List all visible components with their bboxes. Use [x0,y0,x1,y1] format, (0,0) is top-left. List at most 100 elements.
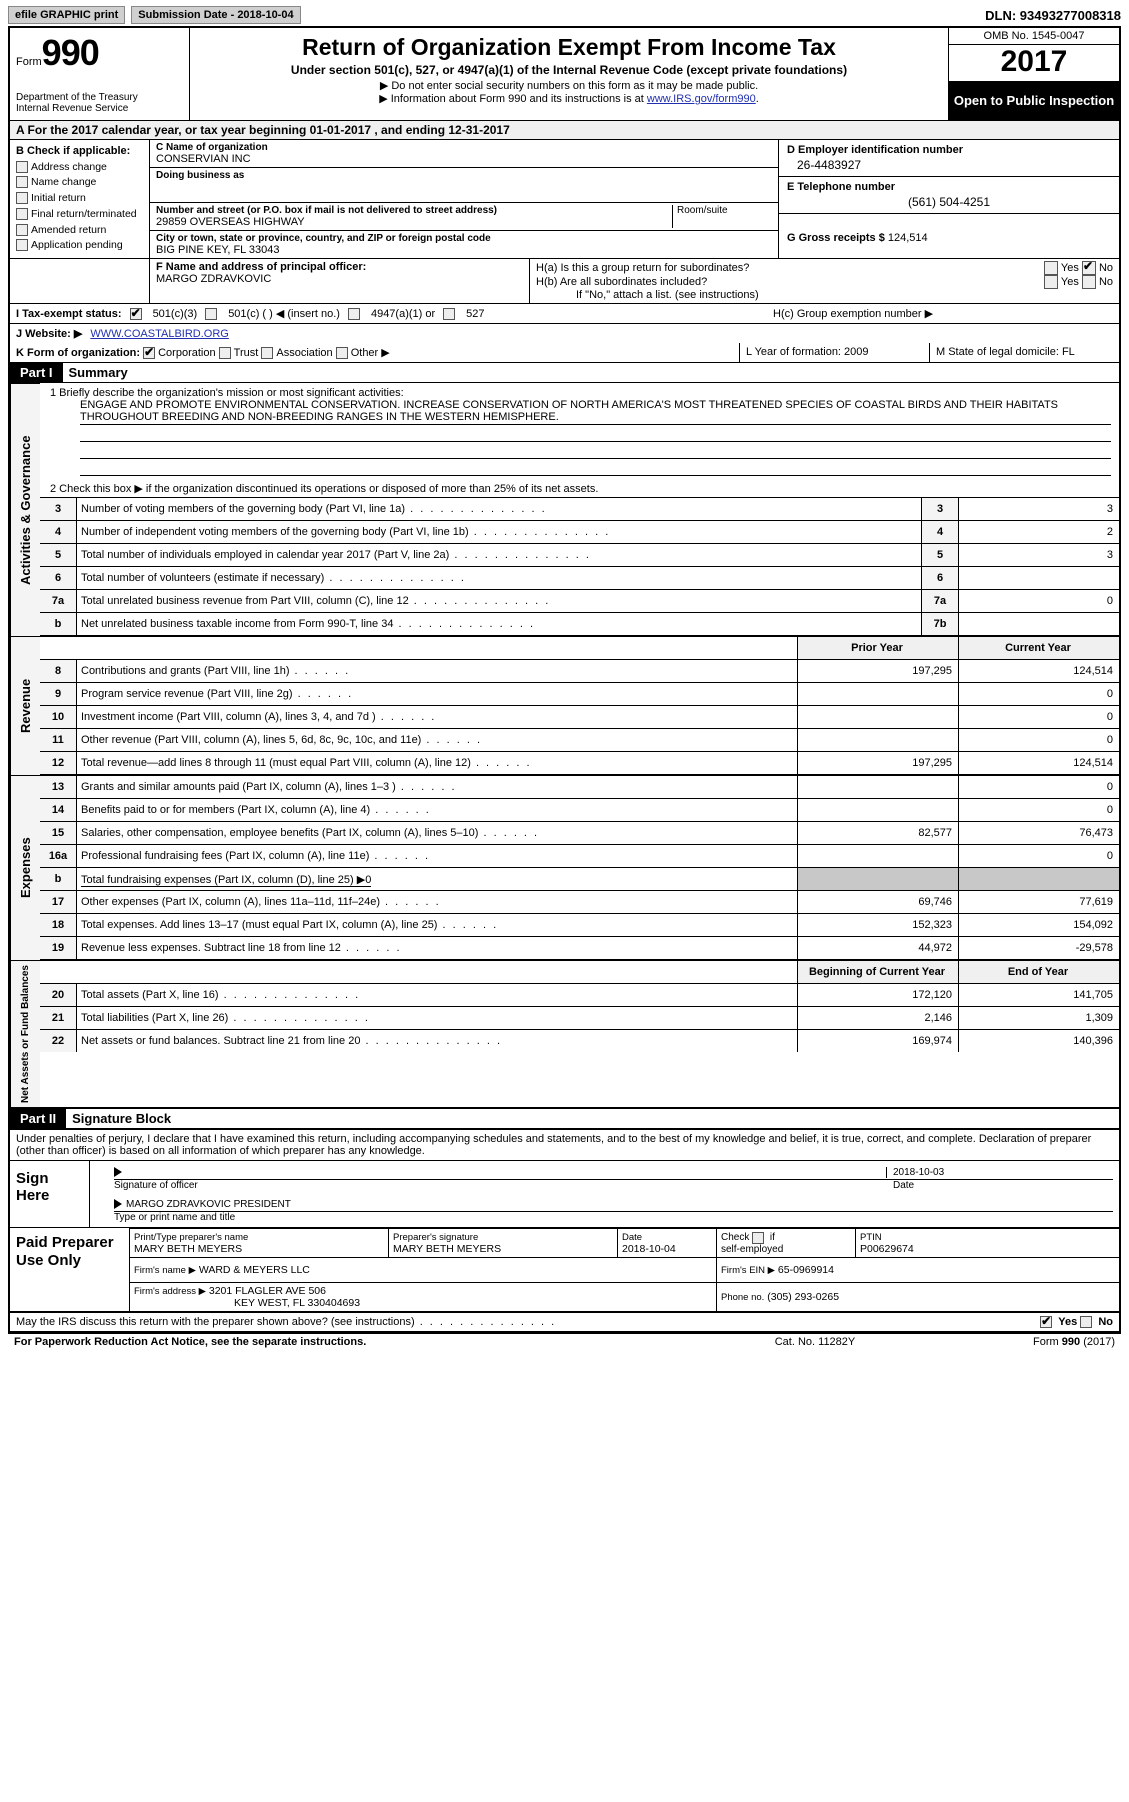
table-row: 21Total liabilities (Part X, line 26)2,1… [40,1007,1119,1030]
table-row: bNet unrelated business taxable income f… [40,613,1119,636]
part-i-header: Part I Summary [8,363,1121,383]
no-label: No [1099,262,1113,274]
omb-number: OMB No. 1545-0047 [949,28,1119,45]
chk-association[interactable] [261,347,273,359]
m-state-domicile: M State of legal domicile: FL [929,343,1119,362]
room-suite-label: Room/suite [672,205,772,228]
j-label: J Website: ▶ [16,327,82,340]
no-label: No [1099,276,1113,288]
chk-discuss-yes[interactable] [1040,1316,1052,1328]
ptin: P00629674 [860,1243,914,1255]
opt-501c3: 501(c)(3) [153,308,198,320]
page-footer: For Paperwork Reduction Act Notice, see … [8,1332,1121,1350]
website-link[interactable]: WWW.COASTALBIRD.ORG [90,328,229,340]
officer-sig-caption: Signature of officer [114,1180,887,1191]
chk-4947[interactable] [348,308,360,320]
chk-application-pending[interactable] [16,239,28,251]
table-row: 7aTotal unrelated business revenue from … [40,590,1119,613]
name-title-caption: Type or print name and title [114,1212,1113,1223]
telephone: (561) 504-4251 [787,195,1111,209]
i-label: I Tax-exempt status: [16,308,122,320]
signature-block: Under penalties of perjury, I declare th… [8,1129,1121,1313]
form-number: 990 [42,32,99,73]
vlabel-net-assets: Net Assets or Fund Balances [10,960,40,1107]
h-a-label: H(a) Is this a group return for subordin… [536,262,1044,274]
activities-governance-section: Activities & Governance 1 Briefly descri… [8,383,1121,636]
mission-text: ENGAGE AND PROMOTE ENVIRONMENTAL CONSERV… [80,399,1111,425]
opt-corp: Corporation [158,347,215,359]
header-right: OMB No. 1545-0047 2017 Open to Public In… [949,28,1119,120]
address-label: Number and street (or P.O. box if mail i… [156,205,672,216]
prep-sig-label: Preparer's signature [393,1232,478,1243]
h-c-label: H(c) Group exemption number ▶ [773,307,1113,320]
sign-here-label: Sign Here [10,1161,90,1227]
chk-other[interactable] [336,347,348,359]
telephone-label: E Telephone number [787,181,895,193]
opt-other: Other ▶ [351,347,390,359]
chk-discuss-no[interactable] [1080,1316,1092,1328]
chk-address-change[interactable] [16,161,28,173]
expenses-section: Expenses 13Grants and similar amounts pa… [8,775,1121,960]
firm-addr1: 3201 FLAGLER AVE 506 [209,1285,326,1297]
table-row: 15Salaries, other compensation, employee… [40,822,1119,845]
col-c-org-info: C Name of organization CONSERVIAN INC Do… [150,140,779,258]
chk-self-employed[interactable] [752,1232,764,1244]
mission-block: 1 Briefly describe the organization's mi… [40,383,1119,495]
revenue-section: Revenue Prior YearCurrent Year8Contribut… [8,636,1121,775]
chk-amended-return[interactable] [16,224,28,236]
table-row: bTotal fundraising expenses (Part IX, co… [40,868,1119,891]
tax-year: 2017 [949,45,1119,82]
dept-irs: Internal Revenue Service [16,103,183,114]
h-group-return: H(a) Is this a group return for subordin… [530,259,1119,303]
chk-hb-yes[interactable] [1044,275,1058,289]
chk-ha-yes[interactable] [1044,261,1058,275]
header-title-block: Return of Organization Exempt From Incom… [190,28,949,120]
part-i-badge: Part I [10,363,63,382]
table-row: 16aProfessional fundraising fees (Part I… [40,845,1119,868]
chk-ha-no[interactable] [1082,261,1096,275]
chk-corporation[interactable] [143,347,155,359]
signature-intro: Under penalties of perjury, I declare th… [10,1130,1119,1161]
firm-ein-label: Firm's EIN ▶ [721,1265,775,1276]
lbl-initial-return: Initial return [31,192,86,204]
no-label: No [1098,1316,1113,1328]
table-row: 14Benefits paid to or for members (Part … [40,799,1119,822]
chk-name-change[interactable] [16,176,28,188]
yes-label: Yes [1061,276,1079,288]
entity-info-block: B Check if applicable: Address change Na… [8,140,1121,258]
catalog-number: Cat. No. 11282Y [715,1336,915,1348]
table-row: 3Number of voting members of the governi… [40,498,1119,521]
table-row: 19Revenue less expenses. Subtract line 1… [40,937,1119,960]
city-state-zip: BIG PINE KEY, FL 33043 [156,244,772,256]
col-d-ein-tel: D Employer identification number 26-4483… [779,140,1119,258]
b-header: B Check if applicable: [16,143,143,160]
table-row: 11Other revenue (Part VIII, column (A), … [40,729,1119,752]
chk-527[interactable] [443,308,455,320]
efile-print-button[interactable]: efile GRAPHIC print [8,6,125,24]
lbl-final-return: Final return/terminated [31,208,137,220]
table-row: 6Total number of volunteers (estimate if… [40,567,1119,590]
chk-trust[interactable] [219,347,231,359]
open-to-public: Open to Public Inspection [949,82,1119,120]
net-assets-section: Net Assets or Fund Balances Beginning of… [8,960,1121,1109]
prep-sig: MARY BETH MEYERS [393,1243,501,1255]
gross-receipts: 124,514 [888,232,928,244]
chk-hb-no[interactable] [1082,275,1096,289]
form-header: Form990 Department of the Treasury Inter… [8,26,1121,121]
officer-name: MARGO ZDRAVKOVIC [156,273,271,285]
form-title: Return of Organization Exempt From Incom… [200,34,938,61]
row-j-website: J Website: ▶ WWW.COASTALBIRD.ORG [8,323,1121,343]
table-row: 4Number of independent voting members of… [40,521,1119,544]
chk-final-return[interactable] [16,208,28,220]
form-990-page: efile GRAPHIC print Submission Date - 20… [0,0,1129,1350]
chk-501c[interactable] [205,308,217,320]
opt-4947: 4947(a)(1) or [371,308,435,320]
chk-initial-return[interactable] [16,192,28,204]
expenses-table: 13Grants and similar amounts paid (Part … [40,775,1119,959]
irs-link[interactable]: www.IRS.gov/form990 [647,93,756,105]
officer-name-title: MARGO ZDRAVKOVIC PRESIDENT [126,1199,1113,1210]
chk-501c3[interactable] [130,308,142,320]
governance-table: 3Number of voting members of the governi… [40,497,1119,635]
col-b-checkboxes: B Check if applicable: Address change Na… [10,140,150,258]
arrow-icon [114,1199,122,1209]
